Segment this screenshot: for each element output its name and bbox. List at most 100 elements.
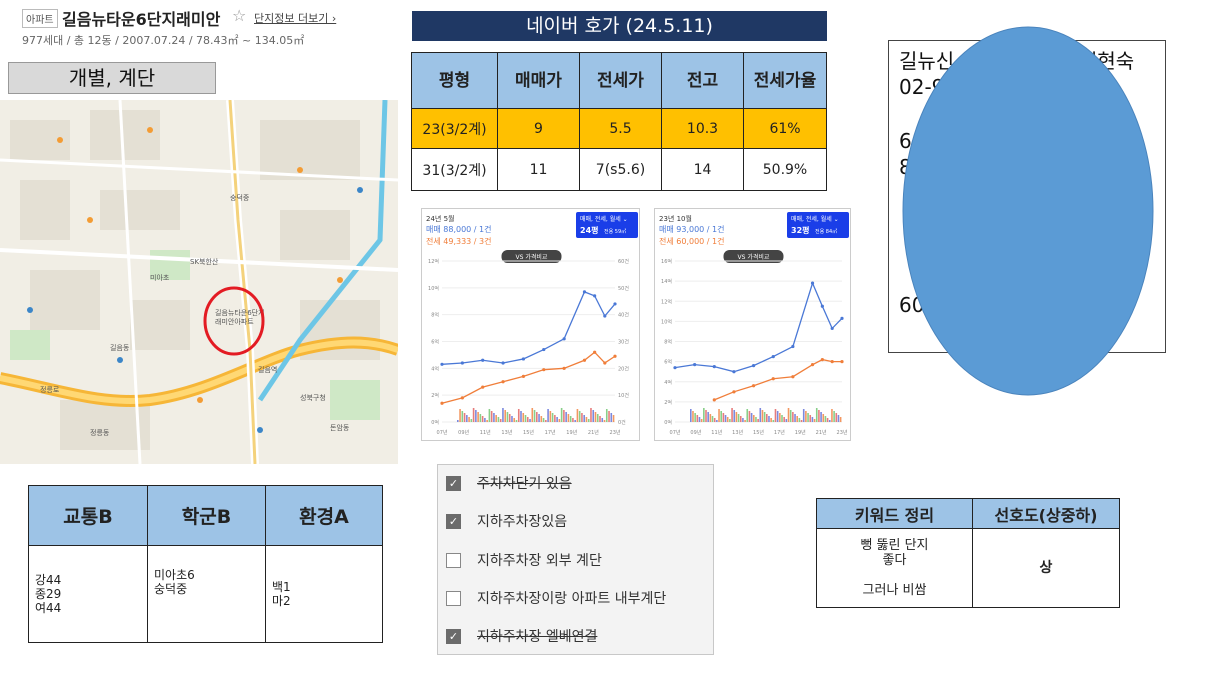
- complex-info-more-link[interactable]: 단지정보 더보기 ›: [254, 12, 337, 25]
- chart-volume-bar: [551, 413, 554, 422]
- chart-point: [501, 361, 505, 365]
- header-sale-price: 매매가: [497, 52, 580, 109]
- chart-volume-bar: [716, 420, 718, 422]
- chart-volume-bar: [768, 416, 770, 422]
- chart-volume-bar: [796, 416, 798, 422]
- chart-volume-bar: [722, 413, 725, 422]
- checkbox[interactable]: [446, 590, 461, 606]
- chart-filter-label: 매매, 전세, 월세 ⌄: [791, 215, 839, 223]
- chart-volume-bar: [831, 409, 833, 422]
- chart-volume-bar: [726, 417, 729, 422]
- checklist-label: 지하주차장이랑 아파트 내부계단: [477, 591, 667, 607]
- chart-point: [460, 361, 464, 365]
- chart-point: [791, 375, 795, 379]
- chart-volume-bar: [612, 415, 615, 422]
- chart-jeonse-summary: 전세 60,000 / 1건: [659, 236, 725, 246]
- chart-x-tick: 15년: [753, 429, 764, 436]
- chart-volume-bar: [818, 410, 820, 422]
- chart-volume-bar: [705, 410, 707, 422]
- chart-volume-bar: [781, 415, 783, 422]
- chart-volume-bar: [470, 419, 473, 422]
- checklist-item[interactable]: ✓ 주차차단기 있음: [446, 472, 572, 494]
- chart-volume-bar: [481, 416, 484, 422]
- chart-x-tick: 11년: [480, 429, 491, 436]
- chart-volume-bar: [472, 408, 475, 422]
- chart-volume-bar: [603, 420, 606, 422]
- chart-point: [712, 398, 716, 402]
- chart-period: 23년 10월: [659, 214, 692, 223]
- chart-volume-bar: [599, 416, 601, 422]
- checkbox[interactable]: [446, 552, 461, 568]
- price-chart-32py[interactable]: 23년 10월 매매 93,000 / 1건 전세 60,000 / 1건 매매, 전…: [654, 208, 851, 441]
- chart-volume-bar: [703, 408, 705, 422]
- rating-header-school: 학군B: [147, 485, 266, 546]
- price-chart-24py[interactable]: 24년 5월 매매 88,000 / 1건 전세 49,333 / 3건 매매, 전세…: [421, 208, 640, 441]
- chart-volume-bar: [538, 414, 540, 422]
- chart-volume-bar: [792, 412, 794, 422]
- chart-series-line: [714, 358, 842, 401]
- header-jeonse-price: 전세가: [579, 52, 662, 109]
- chart-point: [732, 390, 736, 394]
- chart-y2-tick: 60건: [618, 258, 629, 265]
- table-cell: 50.9%: [743, 148, 827, 191]
- chart-x-tick: 09년: [690, 429, 701, 436]
- chart-volume-bar: [724, 415, 727, 422]
- chart-volume-bar: [542, 418, 545, 422]
- chart-y-tick: 0억: [664, 419, 672, 426]
- preference-header: 선호도(상중하): [972, 498, 1120, 529]
- apartment-title[interactable]: 길음뉴타운6단지래미안: [62, 10, 221, 29]
- checklist-item[interactable]: 지하주차장 외부 계단: [446, 549, 602, 571]
- chart-volume-bar: [569, 416, 572, 422]
- chart-volume-bar: [486, 420, 488, 422]
- chart-volume-bar: [694, 413, 696, 422]
- chart-volume-bar: [520, 411, 522, 422]
- chart-point: [751, 384, 756, 388]
- chart-volume-bar: [499, 419, 502, 422]
- chart-period: 24년 5월: [426, 214, 454, 223]
- chart-point: [771, 354, 775, 359]
- chart-point: [712, 365, 716, 369]
- chart-x-tick: 09년: [458, 429, 469, 436]
- map-label: 길음역: [258, 365, 277, 374]
- chart-point: [481, 385, 485, 389]
- favorite-star-icon[interactable]: ☆: [232, 6, 247, 25]
- chart-volume-bar: [755, 417, 757, 422]
- checkbox[interactable]: ✓: [446, 628, 461, 644]
- chart-x-tick: 23년: [610, 429, 621, 436]
- chart-y-tick: 10억: [428, 285, 439, 292]
- chart-point: [603, 361, 607, 365]
- table-cell: 5.5: [579, 108, 662, 149]
- checkbox[interactable]: ✓: [446, 475, 461, 491]
- table-cell: 7(s5.6): [579, 148, 662, 191]
- memo-line: 길뉴신: [899, 49, 955, 73]
- chart-volume-bar: [739, 416, 742, 422]
- chart-compare-button: [501, 250, 562, 263]
- chart-volume-bar: [813, 419, 816, 422]
- chart-volume-bar: [554, 415, 556, 422]
- chart-y-tick: 4억: [431, 365, 439, 372]
- chart-y2-tick: 50건: [618, 285, 629, 292]
- chart-point: [673, 366, 677, 370]
- checkbox[interactable]: ✓: [446, 513, 461, 529]
- checklist-item[interactable]: ✓ 지하주차장있음: [446, 510, 567, 532]
- rating-table: 교통B 학군B 환경A 강44 종29 여44 미아초6 숭덕중 백1 마2: [28, 485, 383, 643]
- chart-point: [613, 354, 617, 358]
- checklist-item[interactable]: ✓ 지하주차장 엘베연결: [446, 625, 597, 647]
- checklist-item[interactable]: 지하주차장이랑 아파트 내부계단: [446, 587, 666, 609]
- chart-y-tick: 6억: [431, 339, 439, 346]
- chart-jeonse-summary: 전세 49,333 / 3건: [426, 236, 492, 246]
- chart-point: [562, 366, 566, 370]
- chart-y-tick: 6억: [664, 359, 672, 366]
- apartment-type-badge: 아파트: [22, 9, 58, 28]
- chart-volume-bar: [574, 420, 576, 422]
- chart-point: [771, 377, 775, 381]
- map-label: 길음동: [110, 344, 130, 352]
- chart-x-tick: 21년: [816, 429, 827, 436]
- location-map[interactable]: 길음뉴타운6단지 래미안아파트 길음역 정릉로 미아초 숭덕중 길음동 돈암동 …: [0, 100, 398, 464]
- chart-volume-bar: [515, 420, 518, 422]
- chart-volume-bar: [707, 412, 709, 422]
- chart-volume-bar: [479, 414, 482, 422]
- table-cell: 10.3: [661, 108, 744, 149]
- chart-point: [840, 316, 844, 320]
- map-label: 돈암동: [330, 424, 350, 432]
